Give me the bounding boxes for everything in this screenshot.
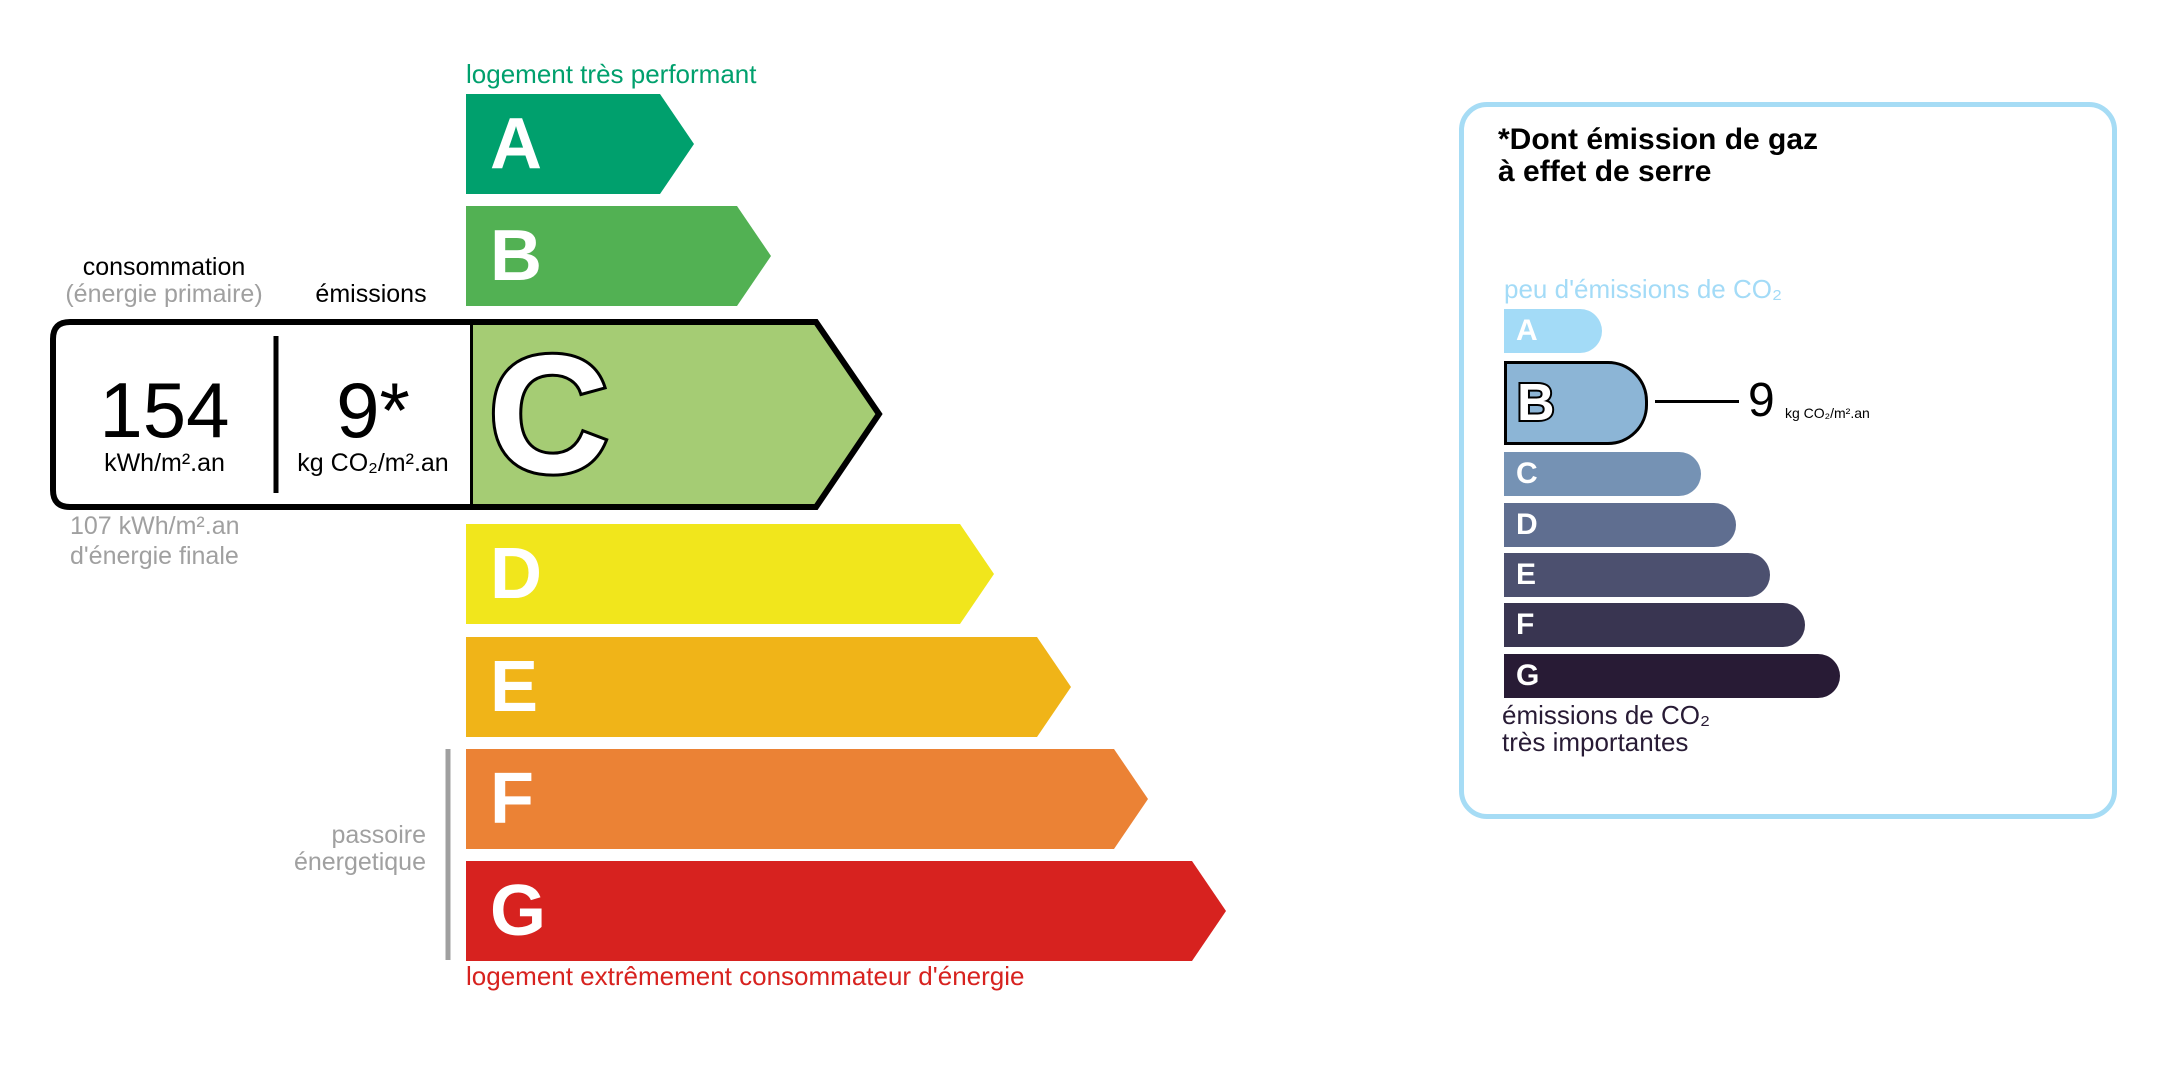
passoire-line1: passoire	[331, 821, 427, 849]
energy-class-g: G	[466, 861, 1226, 961]
class-letter: D	[490, 534, 542, 614]
ghg-top-label: peu d'émissions de CO₂	[1504, 274, 1783, 304]
class-letter: G	[1516, 659, 1540, 692]
consumption-header: consommation	[82, 253, 246, 281]
final-energy-label: d'énergie finale	[70, 542, 239, 570]
ghg-title-line1: *Dont émission de gaz	[1498, 123, 1819, 156]
emissions-value: 9*	[336, 366, 410, 454]
ghg-bottom-label: émissions de CO₂ très importantes	[1502, 702, 1710, 756]
class-letter: F	[1516, 608, 1535, 641]
class-letter: F	[490, 759, 534, 839]
ghg-class-g: G	[1504, 654, 1840, 698]
consumption-subheader: (énergie primaire)	[65, 280, 263, 308]
ghg-class-f: F	[1504, 603, 1805, 647]
ghg-class-e: E	[1504, 553, 1770, 597]
ghg-value: 9	[1748, 374, 1775, 427]
passoire-label: passoire énergetique	[226, 822, 426, 876]
bottom-label: logement extrêmement consommateur d'éner…	[466, 961, 1025, 991]
energy-class-f: F	[466, 749, 1148, 849]
ghg-class-d: D	[1504, 503, 1736, 547]
top-label: logement très performant	[466, 59, 757, 89]
emissions-header: émissions	[315, 280, 427, 308]
final-energy-value: 107 kWh/m².an	[70, 512, 240, 540]
ghg-class-a: A	[1504, 309, 1602, 353]
ghg-value-connector	[1655, 400, 1739, 403]
class-letter: B	[1515, 372, 1557, 434]
class-letter: A	[1516, 314, 1538, 347]
class-letter: D	[1516, 508, 1538, 541]
energy-class-b: B	[466, 206, 771, 306]
ghg-class-b-current: B	[1504, 361, 1648, 445]
consumption-value: 154	[99, 366, 230, 454]
current-class-letter: C	[485, 320, 612, 508]
class-letter: A	[490, 104, 542, 184]
class-letter: E	[490, 647, 539, 727]
energy-class-a: A	[466, 94, 694, 194]
energy-class-d: D	[466, 524, 994, 624]
ghg-bottom-line1: émissions de CO₂	[1502, 700, 1711, 730]
ghg-bottom-line2: très importantes	[1502, 727, 1689, 757]
ghg-title: *Dont émission de gaz à effet de serre	[1498, 124, 1818, 188]
ghg-unit: kg CO₂/m².an	[1785, 405, 1870, 421]
emissions-unit: kg CO₂/m².an	[297, 449, 449, 477]
ghg-title-line2: à effet de serre	[1498, 155, 1712, 188]
class-letter: C	[1516, 457, 1538, 490]
class-letter: G	[490, 871, 547, 951]
energy-class-e: E	[466, 637, 1071, 737]
class-letter: E	[1516, 558, 1537, 591]
passoire-line2: énergetique	[293, 848, 426, 876]
ghg-panel	[1459, 102, 2117, 819]
ghg-class-c: C	[1504, 452, 1701, 496]
class-letter: B	[490, 216, 542, 296]
consumption-unit: kWh/m².an	[104, 449, 225, 477]
